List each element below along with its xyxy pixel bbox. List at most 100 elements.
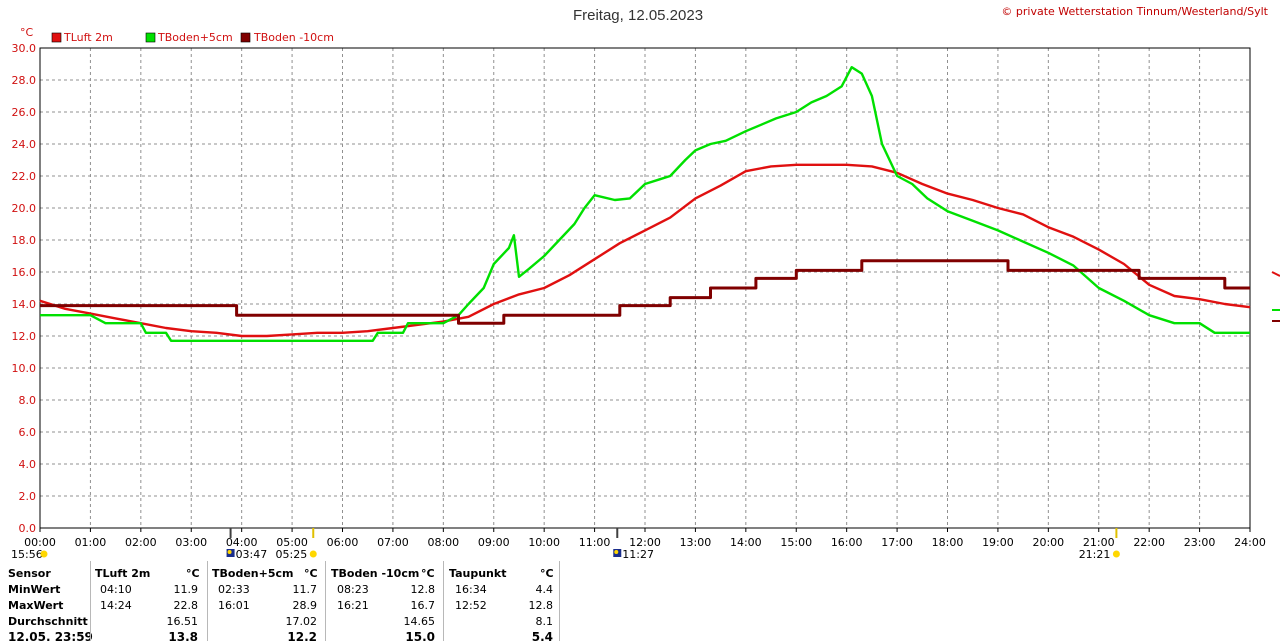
y-tick-label: 14.0 — [12, 298, 37, 311]
x-tick-label: 04:00 — [226, 536, 258, 549]
y-tick-label: 16.0 — [12, 266, 37, 279]
x-tick-label: 11:00 — [579, 536, 611, 549]
x-tick-label: 18:00 — [932, 536, 964, 549]
x-tick-label: 01:00 — [75, 536, 107, 549]
temperature-chart: Freitag, 12.05.2023 © private Wetterstat… — [11, 5, 1280, 561]
y-tick-label: 24.0 — [12, 138, 37, 151]
x-tick-label: 10:00 — [528, 536, 560, 549]
min-value-taupunkt: 4.4 — [535, 583, 554, 596]
x-tick-label: 05:00 — [276, 536, 308, 549]
x-tick-label: 15:00 — [780, 536, 812, 549]
x-tick-label: 23:00 — [1184, 536, 1216, 549]
series-line-0 — [39, 163, 1251, 338]
max-time-tboden5: 16:01 — [218, 599, 250, 612]
x-tick-label: 08:00 — [427, 536, 459, 549]
series-line-2 — [40, 259, 1250, 325]
right-edge-markers — [1271, 271, 1280, 322]
x-tick-label: 03:00 — [175, 536, 207, 549]
legend: TLuft 2m TBoden+5cm TBoden -10cm — [51, 31, 334, 44]
x-tick-label: 16:00 — [831, 536, 863, 549]
y-tick-label: 8.0 — [19, 394, 37, 407]
avg-value-taupunkt: 8.1 — [535, 615, 554, 628]
max-time-taupunkt: 12:52 — [455, 599, 487, 612]
min-time-tluft: 04:10 — [100, 583, 132, 596]
max-value-tboden10: 16.7 — [410, 599, 436, 612]
series-line-1 — [40, 65, 1250, 342]
y-tick-label: 12.0 — [12, 330, 37, 343]
y-tick-label: 22.0 — [12, 170, 37, 183]
legend-swatch-tboden5 — [145, 32, 156, 43]
chart-title: Freitag, 12.05.2023 — [573, 7, 703, 24]
current-value-tluft: 13.8 — [168, 630, 198, 641]
current-value-tboden10: 15.0 — [405, 630, 435, 641]
grid — [40, 48, 1250, 528]
table-divider — [559, 561, 560, 641]
row-label-min: MinWert — [8, 583, 61, 596]
col-header-tluft: TLuft 2m — [95, 567, 151, 580]
legend-swatch-tluft — [51, 32, 62, 43]
x-tick-label: 13:00 — [680, 536, 712, 549]
astro-markers: 05:25 21:21 03:47 11:27 15:56 — [11, 528, 1120, 561]
table-divider — [443, 561, 444, 641]
moon-prev-icon — [40, 550, 48, 558]
col-header-tboden5: TBoden+5cm — [212, 567, 294, 580]
col-unit-taupunkt: °C — [540, 567, 554, 580]
row-label-current: 12.05. 23:59 — [8, 630, 93, 641]
x-tick-label: 02:00 — [125, 536, 157, 549]
min-value-tboden10: 12.8 — [410, 583, 436, 596]
y-unit-label: °C — [20, 26, 34, 39]
current-value-tboden5: 12.2 — [287, 630, 317, 641]
min-value-tboden5: 11.7 — [292, 583, 318, 596]
x-tick-label: 12:00 — [629, 536, 661, 549]
max-time-tluft: 14:24 — [100, 599, 132, 612]
col-unit-tluft: °C — [186, 567, 200, 580]
legend-swatch-tboden10 — [240, 32, 251, 43]
x-tick-label: 24:00 — [1234, 536, 1266, 549]
sunrise-label: 05:25 — [276, 548, 308, 561]
y-tick-label: 10.0 — [12, 362, 37, 375]
y-axis-ticks: 0.0 2.0 4.0 6.0 8.0 10.0 12.0 14.0 16.0 18.0 20.0 2… — [12, 42, 37, 535]
y-tick-label: 6.0 — [19, 426, 37, 439]
y-tick-label: 18.0 — [12, 234, 37, 247]
min-time-tboden10: 08:23 — [337, 583, 369, 596]
copyright-note: © private Wetterstation Tinnum/Westerlan… — [1001, 5, 1268, 18]
x-tick-label: 20:00 — [1032, 536, 1064, 549]
y-tick-label: 2.0 — [19, 490, 37, 503]
sunset-icon — [1112, 550, 1120, 558]
y-tick-label: 0.0 — [19, 522, 37, 535]
row-label-sensor: Sensor — [8, 567, 51, 580]
y-tick-label: 20.0 — [12, 202, 37, 215]
max-time-tboden10: 16:21 — [337, 599, 369, 612]
x-tick-label: 22:00 — [1133, 536, 1165, 549]
x-axis-ticks: 00:00 01:00 02:00 03:00 04:00 05:00 06:00 07:00… — [24, 528, 1266, 549]
moon-prev-label: 15:56 — [11, 548, 43, 561]
col-unit-tboden10: °C — [421, 567, 435, 580]
legend-label-tluft: TLuft 2m — [63, 31, 113, 44]
max-value-tboden5: 28.9 — [292, 599, 318, 612]
y-tick-label: 26.0 — [12, 106, 37, 119]
series-lines — [39, 65, 1251, 342]
x-tick-label: 19:00 — [982, 536, 1014, 549]
sunrise-icon — [309, 550, 317, 558]
y-tick-label: 28.0 — [12, 74, 37, 87]
col-header-taupunkt: Taupunkt — [449, 567, 507, 580]
legend-label-tboden5: TBoden+5cm — [157, 31, 233, 44]
x-tick-label: 07:00 — [377, 536, 409, 549]
min-value-tluft: 11.9 — [173, 583, 199, 596]
col-unit-tboden5: °C — [304, 567, 318, 580]
col-header-tboden10: TBoden -10cm — [331, 567, 420, 580]
x-tick-label: 17:00 — [881, 536, 913, 549]
moonrise-label: 03:47 — [236, 548, 268, 561]
avg-value-tboden10: 14.65 — [403, 615, 436, 628]
min-time-taupunkt: 16:34 — [455, 583, 487, 596]
moonset-icon-moon — [614, 550, 619, 554]
x-tick-label: 06:00 — [327, 536, 359, 549]
row-label-avg: Durchschnitt — [8, 615, 88, 628]
table-divider — [90, 561, 91, 641]
sunset-label: 21:21 — [1079, 548, 1111, 561]
legend-label-tboden10: TBoden -10cm — [253, 31, 334, 44]
y-tick-label: 30.0 — [12, 42, 37, 55]
y-tick-label: 4.0 — [19, 458, 37, 471]
x-tick-label: 00:00 — [24, 536, 56, 549]
row-label-max: MaxWert — [8, 599, 64, 612]
